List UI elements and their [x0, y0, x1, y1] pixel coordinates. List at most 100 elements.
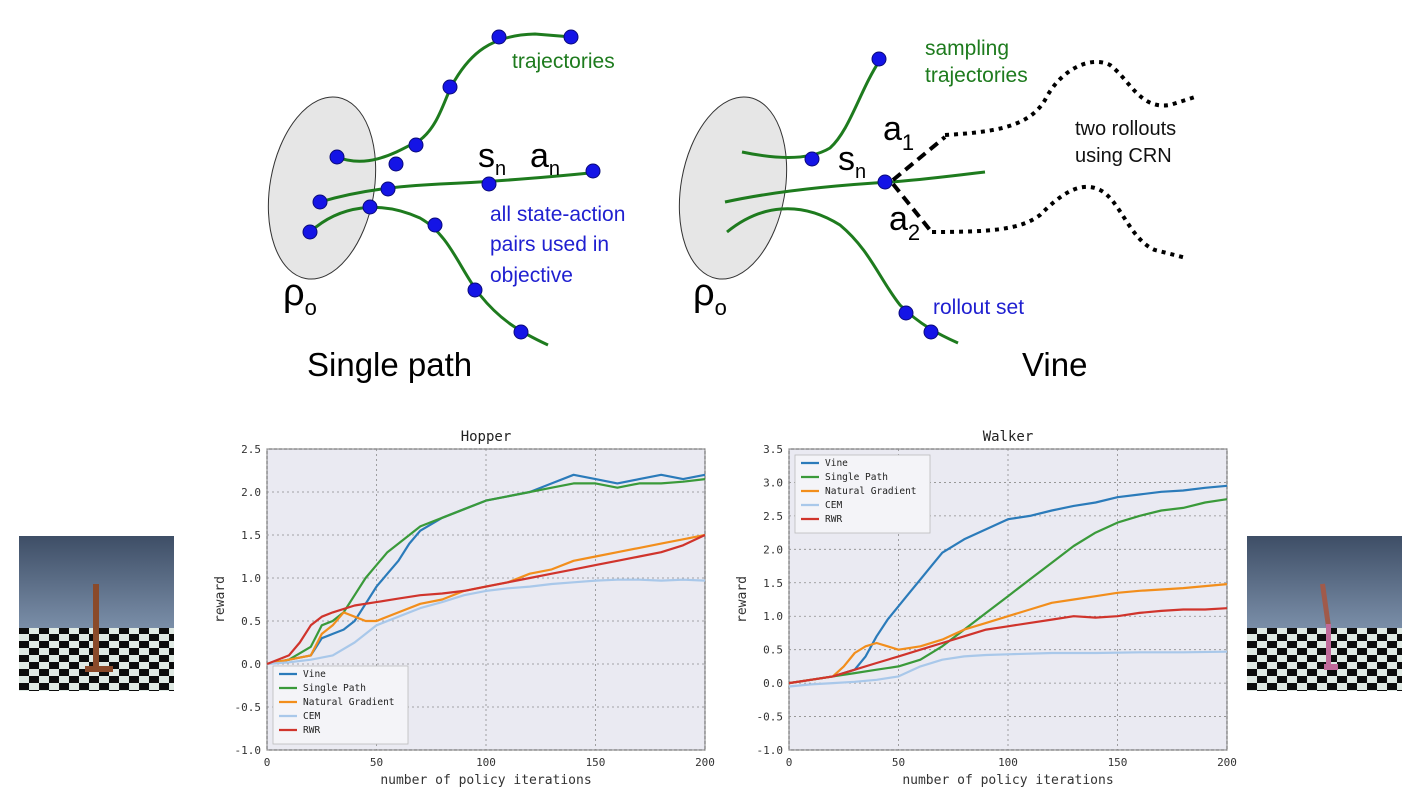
rollout-branch — [891, 135, 947, 182]
legend-entry: Single Path — [825, 472, 888, 483]
legend-entry: CEM — [303, 711, 320, 722]
chart-title: Hopper — [461, 429, 512, 445]
series-line — [788, 583, 1228, 685]
y-tick-label: 3.5 — [763, 443, 783, 456]
trajectory-curve — [308, 205, 549, 347]
y-tick-label: 1.5 — [763, 577, 783, 590]
state-dot — [585, 163, 601, 179]
legend-entry: RWR — [303, 725, 320, 736]
state-dot — [388, 156, 404, 172]
x-tick-label: 100 — [998, 756, 1018, 769]
state-dot — [302, 224, 318, 240]
series-line — [266, 473, 706, 666]
state-dot — [427, 217, 443, 233]
y-tick-label: 2.0 — [241, 486, 261, 499]
y-tick-label: -1.0 — [235, 744, 262, 757]
y-tick-label: 0.5 — [241, 615, 261, 628]
x-tick-label: 200 — [695, 756, 715, 769]
y-tick-label: 2.5 — [241, 443, 261, 456]
series-line — [266, 533, 706, 666]
state-dot — [491, 29, 507, 45]
single-path-title: Single path — [307, 346, 472, 383]
state-dot — [442, 79, 458, 95]
state-dot — [467, 282, 483, 298]
y-tick-label: -1.0 — [757, 744, 784, 757]
state-dot — [871, 51, 887, 67]
sampling-line: trajectories — [925, 64, 1028, 87]
state-dot — [481, 176, 497, 192]
series-line — [788, 484, 1228, 685]
x-axis-label: number of policy iterations — [902, 773, 1113, 788]
x-tick-label: 0 — [786, 756, 793, 769]
state-label: sn — [478, 137, 506, 180]
x-tick-label: 150 — [1108, 756, 1128, 769]
a1-label: a1 — [883, 110, 914, 155]
sampling-note: sampling trajectories — [925, 37, 1028, 87]
state-dot — [877, 174, 893, 190]
x-tick-label: 50 — [892, 756, 905, 769]
rollouts-line: using CRN — [1075, 145, 1172, 167]
state-dot — [513, 324, 529, 340]
state-dot — [380, 181, 396, 197]
objective-line: pairs used in — [490, 233, 609, 256]
rollout-branch — [891, 182, 932, 232]
trajectories-label: trajectories — [512, 50, 615, 73]
trajectory-curve — [336, 32, 573, 163]
x-tick-label: 100 — [476, 756, 496, 769]
rollout-set-label: rollout set — [933, 296, 1024, 319]
state-dot — [898, 305, 914, 321]
y-tick-label: 1.0 — [241, 572, 261, 585]
rho-label: ρo — [693, 272, 727, 320]
walker-simulation-image — [1247, 536, 1402, 691]
chart-title: Walker — [983, 429, 1034, 445]
state-action-dots — [302, 29, 601, 340]
state-dot — [923, 324, 939, 340]
rho-label: ρo — [283, 272, 317, 320]
rollout-path — [931, 184, 1187, 260]
vine-title: Vine — [1022, 346, 1087, 383]
rollout-path — [944, 59, 1199, 137]
objective-note: all state-action pairs used in objective — [490, 203, 625, 287]
initial-state-ellipse — [267, 96, 377, 280]
y-tick-label: 2.5 — [763, 510, 783, 523]
rollouts-line: two rollouts — [1075, 118, 1176, 140]
series-line — [788, 607, 1228, 685]
y-tick-label: -0.5 — [757, 711, 784, 724]
trajectory-curve — [726, 207, 959, 345]
y-axis-label: reward — [735, 576, 750, 623]
legend-entry: Vine — [303, 669, 326, 680]
legend-entry: Natural Gradient — [303, 697, 395, 708]
y-tick-label: -0.5 — [235, 701, 262, 714]
state-dot — [312, 194, 328, 210]
a2-label: a2 — [889, 200, 920, 245]
single-path-diagram: trajectories sn an all state-action pair… — [267, 29, 625, 383]
rollouts-note: two rollouts using CRN — [1075, 118, 1176, 167]
state-label: sn — [838, 140, 866, 183]
x-tick-label: 150 — [586, 756, 606, 769]
sampling-line: sampling — [925, 37, 1009, 60]
y-tick-label: 3.0 — [763, 476, 783, 489]
state-dot — [329, 149, 345, 165]
legend-entry: CEM — [825, 500, 842, 511]
walker-chart: -1.0 -0.5 0.0 0.5 1.0 1.5 2.0 2.5 3.0 3.5 0 50 100 15… — [735, 429, 1237, 788]
trajectory-curve — [741, 59, 882, 160]
trajectory-curve — [319, 170, 601, 204]
legend-entry: RWR — [825, 514, 842, 525]
hopper-simulation-image — [19, 536, 174, 691]
x-axis-label: number of policy iterations — [380, 773, 591, 788]
trajectory-curves — [308, 32, 601, 347]
legend-entry: Natural Gradient — [825, 486, 917, 497]
series-line — [266, 534, 706, 666]
state-dot — [563, 29, 579, 45]
x-tick-label: 50 — [370, 756, 383, 769]
objective-line: objective — [490, 264, 573, 287]
y-tick-label: 0.0 — [241, 658, 261, 671]
y-axis-label: reward — [213, 576, 228, 623]
vine-state-dots — [804, 51, 939, 340]
y-tick-label: 2.0 — [763, 543, 783, 556]
objective-line: all state-action — [490, 203, 625, 226]
legend-entry: Vine — [825, 458, 848, 469]
y-tick-label: 1.5 — [241, 529, 261, 542]
action-label: an — [530, 137, 560, 180]
y-tick-label: 0.0 — [763, 677, 783, 690]
